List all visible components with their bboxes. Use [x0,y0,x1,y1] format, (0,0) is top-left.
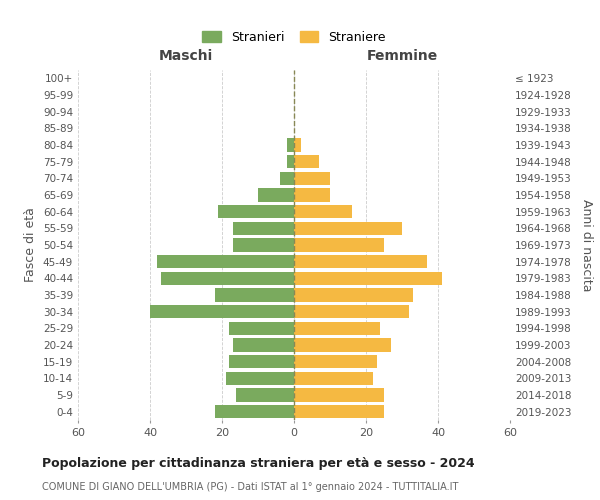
Bar [294,305,409,318]
Bar [294,355,377,368]
Legend: Stranieri, Straniere: Stranieri, Straniere [199,28,389,48]
Bar [294,155,319,168]
Y-axis label: Fasce di età: Fasce di età [25,208,37,282]
Bar [150,305,294,318]
Bar [294,205,352,218]
Bar [233,238,294,252]
Bar [294,372,373,385]
Bar [294,188,330,202]
Bar [280,172,294,185]
Bar [258,188,294,202]
Text: Maschi: Maschi [159,49,213,63]
Bar [294,222,402,235]
Bar [294,172,330,185]
Bar [236,388,294,402]
Bar [294,405,384,418]
Bar [294,238,384,252]
Bar [287,155,294,168]
Bar [229,322,294,335]
Bar [229,355,294,368]
Bar [294,138,301,151]
Text: Femmine: Femmine [367,49,437,63]
Bar [226,372,294,385]
Bar [218,205,294,218]
Text: Popolazione per cittadinanza straniera per età e sesso - 2024: Popolazione per cittadinanza straniera p… [42,458,475,470]
Bar [215,405,294,418]
Text: COMUNE DI GIANO DELL'UMBRIA (PG) - Dati ISTAT al 1° gennaio 2024 - TUTTITALIA.IT: COMUNE DI GIANO DELL'UMBRIA (PG) - Dati … [42,482,458,492]
Bar [294,322,380,335]
Bar [294,338,391,351]
Y-axis label: Anni di nascita: Anni di nascita [580,198,593,291]
Bar [294,272,442,285]
Bar [233,338,294,351]
Bar [215,288,294,302]
Bar [161,272,294,285]
Bar [294,388,384,402]
Bar [294,288,413,302]
Bar [233,222,294,235]
Bar [157,255,294,268]
Bar [287,138,294,151]
Bar [294,255,427,268]
